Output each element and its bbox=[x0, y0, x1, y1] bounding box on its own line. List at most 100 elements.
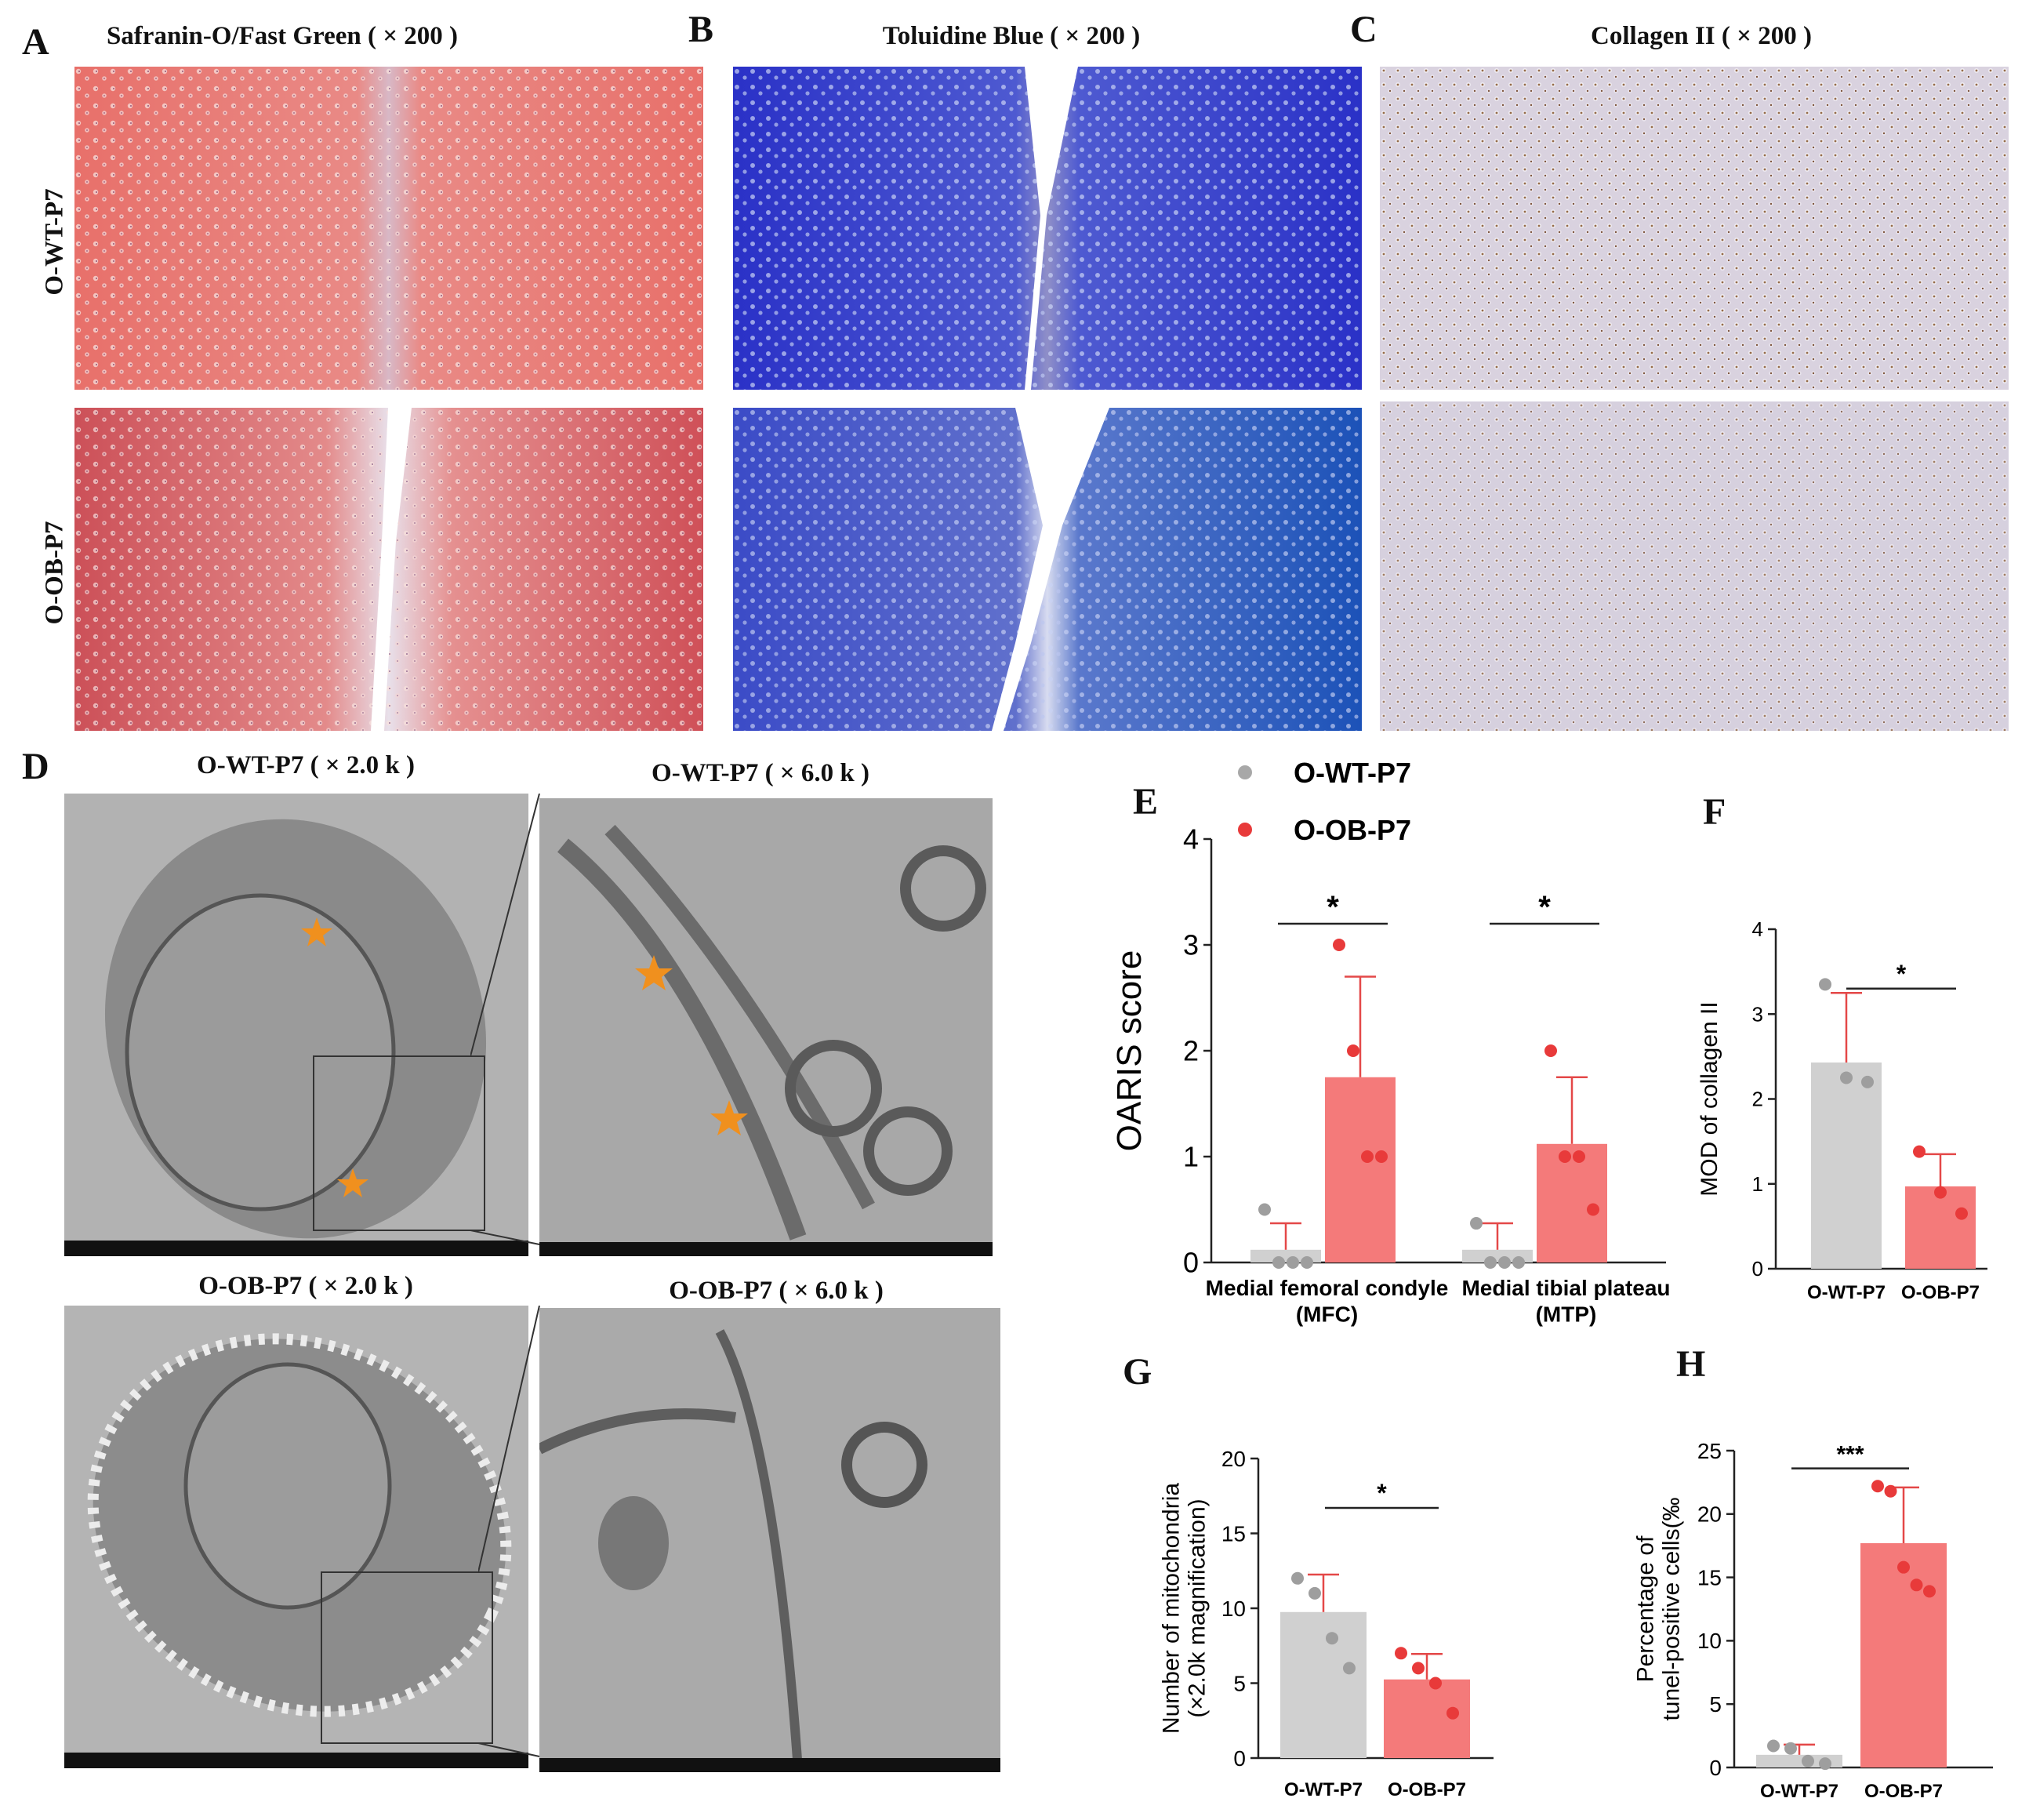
y-tick-label: 0 bbox=[1752, 1257, 1763, 1281]
collagen-wt-image bbox=[1380, 67, 2009, 390]
data-point bbox=[1395, 1647, 1407, 1660]
y-tick-label: 25 bbox=[1697, 1439, 1722, 1463]
data-point bbox=[1512, 1256, 1525, 1269]
data-point bbox=[1375, 1150, 1388, 1163]
x-tick-label: O-OB-P7 bbox=[1388, 1779, 1466, 1800]
collagen-ob-image bbox=[1380, 401, 2009, 731]
data-point bbox=[1955, 1207, 1968, 1220]
bar bbox=[1280, 1611, 1367, 1758]
x-tick-label: Medial tibial plateau bbox=[1461, 1276, 1670, 1300]
bar bbox=[1384, 1679, 1470, 1758]
panel-label-f: F bbox=[1703, 791, 1726, 833]
data-point bbox=[1326, 1632, 1338, 1645]
data-point bbox=[1819, 978, 1831, 991]
panel-c-title: Collagen II ( × 200 ) bbox=[1591, 22, 1812, 50]
y-tick-label: 1 bbox=[1752, 1172, 1763, 1196]
y-tick-label: 2 bbox=[1752, 1088, 1763, 1111]
data-point bbox=[1544, 1044, 1557, 1057]
data-point bbox=[1429, 1677, 1442, 1690]
chart-f: 0 1 2 3 4 MOD of collagen II * O-WT-P7 O-OB-P7 bbox=[1697, 894, 2015, 1333]
star-icon bbox=[301, 917, 332, 946]
chart-e: 0 1 2 3 4 OARIS score * * Medial femoral condyle… bbox=[1098, 816, 1686, 1349]
row-label-ob: O-OB-P7 bbox=[40, 521, 69, 625]
y-tick-label: 4 bbox=[1183, 823, 1199, 856]
y-tick-label: 5 bbox=[1233, 1671, 1246, 1695]
panel-label-g: G bbox=[1123, 1351, 1152, 1393]
data-point bbox=[1913, 1145, 1926, 1158]
significance-label: * bbox=[1538, 890, 1551, 925]
toluidine-wt-image bbox=[733, 67, 1362, 390]
y-tick-label: 20 bbox=[1221, 1447, 1246, 1471]
x-tick-label: O-OB-P7 bbox=[1901, 1282, 1980, 1303]
data-point bbox=[1910, 1578, 1923, 1592]
data-point bbox=[1784, 1742, 1797, 1755]
legend-wt-label: O-WT-P7 bbox=[1294, 757, 1411, 789]
star-icon bbox=[635, 955, 673, 990]
bar bbox=[1811, 1062, 1882, 1269]
data-point bbox=[1309, 1586, 1321, 1600]
y-axis-label: OARIS score bbox=[1110, 950, 1149, 1152]
tem-title-ob-6k: O-OB-P7 ( × 6.0 k ) bbox=[669, 1277, 884, 1305]
safranin-wt-image bbox=[74, 67, 703, 390]
tem-ob-6k-image bbox=[539, 1308, 1000, 1772]
significance-label: * bbox=[1377, 1479, 1387, 1507]
chart-g: 0 5 10 15 20 Number of mitochondria(×2.0k mag… bbox=[1159, 1396, 1513, 1819]
data-point bbox=[1802, 1754, 1814, 1767]
y-tick-label: 0 bbox=[1183, 1247, 1199, 1279]
y-tick-label: 3 bbox=[1183, 929, 1199, 961]
x-tick-label: O-WT-P7 bbox=[1284, 1779, 1363, 1800]
safranin-ob-image bbox=[74, 408, 703, 731]
data-point bbox=[1343, 1662, 1356, 1675]
data-point bbox=[1559, 1150, 1571, 1163]
data-point bbox=[1573, 1150, 1585, 1163]
significance-label: * bbox=[1327, 890, 1339, 925]
x-tick-label: O-WT-P7 bbox=[1807, 1282, 1886, 1303]
y-tick-label: 3 bbox=[1752, 1002, 1763, 1026]
legend-ob-label: O-OB-P7 bbox=[1294, 814, 1411, 846]
data-point bbox=[1923, 1585, 1936, 1598]
data-point bbox=[1819, 1757, 1831, 1771]
data-point bbox=[1767, 1739, 1780, 1753]
tem-title-wt-6k: O-WT-P7 ( × 6.0 k ) bbox=[652, 759, 869, 787]
x-tick-label: (MFC) bbox=[1296, 1302, 1358, 1327]
data-point bbox=[1258, 1203, 1271, 1216]
tem-wt-2k-image bbox=[64, 794, 528, 1256]
y-tick-label: 20 bbox=[1697, 1502, 1722, 1527]
data-point bbox=[1470, 1217, 1483, 1230]
data-point bbox=[1272, 1256, 1285, 1269]
data-point bbox=[1897, 1560, 1910, 1574]
x-tick-label: O-OB-P7 bbox=[1864, 1781, 1943, 1802]
data-point bbox=[1498, 1256, 1511, 1269]
tem-ob-zoom-lines bbox=[478, 1306, 540, 1757]
y-axis-label: MOD of collagen II bbox=[1697, 1001, 1722, 1196]
y-tick-label: 2 bbox=[1183, 1035, 1199, 1067]
y-tick-label: 15 bbox=[1221, 1521, 1246, 1546]
panel-label-h: H bbox=[1676, 1343, 1706, 1385]
data-point bbox=[1291, 1571, 1304, 1585]
y-tick-label: 1 bbox=[1183, 1141, 1199, 1173]
bar bbox=[1537, 1143, 1607, 1262]
legend: O-WT-P7 O-OB-P7 bbox=[1238, 757, 1411, 846]
x-tick-label: O-WT-P7 bbox=[1760, 1781, 1838, 1802]
bar bbox=[1860, 1542, 1947, 1767]
data-point bbox=[1484, 1256, 1497, 1269]
y-tick-label: 15 bbox=[1697, 1565, 1722, 1589]
data-point bbox=[1361, 1150, 1374, 1163]
y-tick-label: 10 bbox=[1697, 1629, 1722, 1653]
significance-label: *** bbox=[1836, 1442, 1864, 1468]
y-axis-label: Number of mitochondria(×2.0k magnificati… bbox=[1159, 1483, 1211, 1734]
legend-ob-marker bbox=[1238, 823, 1252, 837]
data-point bbox=[1587, 1203, 1599, 1216]
tem-wt-zoom-lines bbox=[470, 794, 540, 1245]
legend-wt-marker bbox=[1238, 765, 1252, 779]
significance-label: * bbox=[1897, 960, 1907, 988]
data-point bbox=[1840, 1071, 1853, 1084]
data-point bbox=[1347, 1044, 1359, 1057]
panel-label-c: C bbox=[1350, 9, 1377, 50]
row-label-wt: O-WT-P7 bbox=[40, 188, 69, 296]
data-point bbox=[1871, 1480, 1884, 1493]
tem-wt-6k-image bbox=[539, 798, 993, 1256]
bar bbox=[1325, 1077, 1396, 1262]
y-axis-label: Percentage oftunel-positive cells(‰ bbox=[1633, 1497, 1685, 1720]
x-tick-label: (MTP) bbox=[1536, 1302, 1597, 1327]
